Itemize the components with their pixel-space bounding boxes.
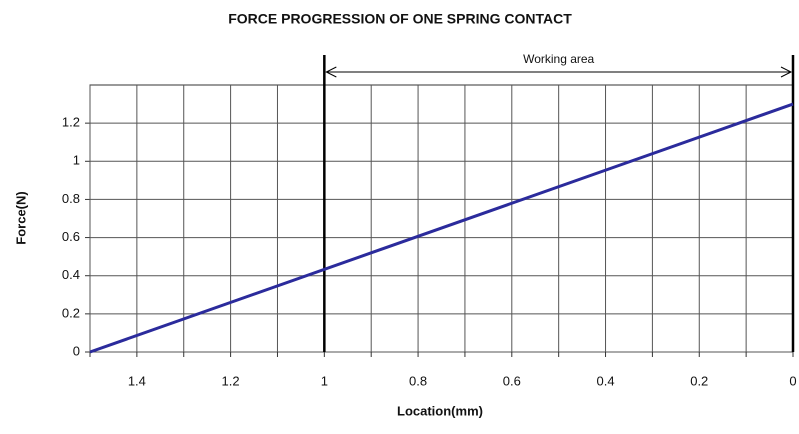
y-tick-label: 1 xyxy=(73,153,80,168)
plot-frame xyxy=(89,84,794,353)
x-tick-label: 0.8 xyxy=(409,373,427,388)
y-tick-label: 0.6 xyxy=(62,229,80,244)
arrow-head xyxy=(780,66,793,78)
x-tick-label: 1.2 xyxy=(222,373,240,388)
x-tick-label: 0.4 xyxy=(596,373,614,388)
y-tick-label: 1.2 xyxy=(62,115,80,130)
chart-title: FORCE PROGRESSION OF ONE SPRING CONTACT xyxy=(228,11,572,27)
x-tick-label: 1.4 xyxy=(128,373,146,388)
arrow-head xyxy=(325,66,337,78)
x-tick-label: 1 xyxy=(321,373,328,388)
annotation-text: Working area xyxy=(523,52,594,66)
x-tick-label: 0.6 xyxy=(503,373,521,388)
y-tick-label: 0.4 xyxy=(62,267,80,282)
data-line xyxy=(89,102,794,354)
x-tick-label: 0.2 xyxy=(690,373,708,388)
y-axis-label: Force(N) xyxy=(13,191,28,244)
y-tick-label: 0.2 xyxy=(62,305,80,320)
x-axis-label: Location(mm) xyxy=(397,403,483,418)
y-tick-label: 0.8 xyxy=(62,191,80,206)
y-tick-label: 0 xyxy=(73,343,80,358)
x-tick-label: 0 xyxy=(789,373,796,388)
